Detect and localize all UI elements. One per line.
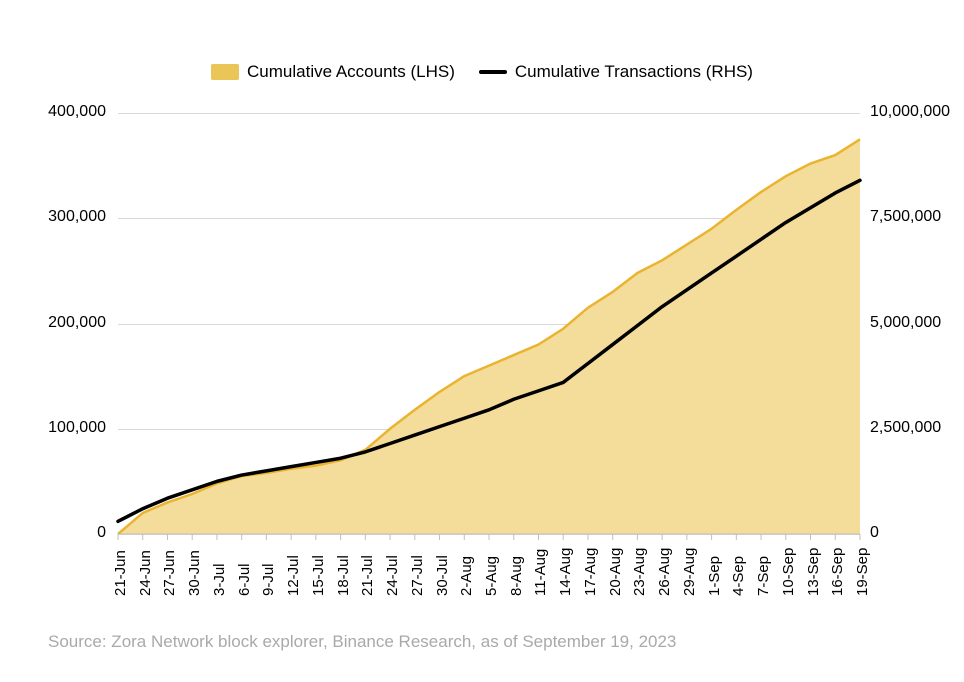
area-series-accounts	[118, 139, 860, 534]
source-caption: Source: Zora Network block explorer, Bin…	[48, 632, 676, 652]
chart-container: Cumulative Accounts (LHS) Cumulative Tra…	[0, 0, 964, 682]
plot-area	[0, 0, 964, 682]
